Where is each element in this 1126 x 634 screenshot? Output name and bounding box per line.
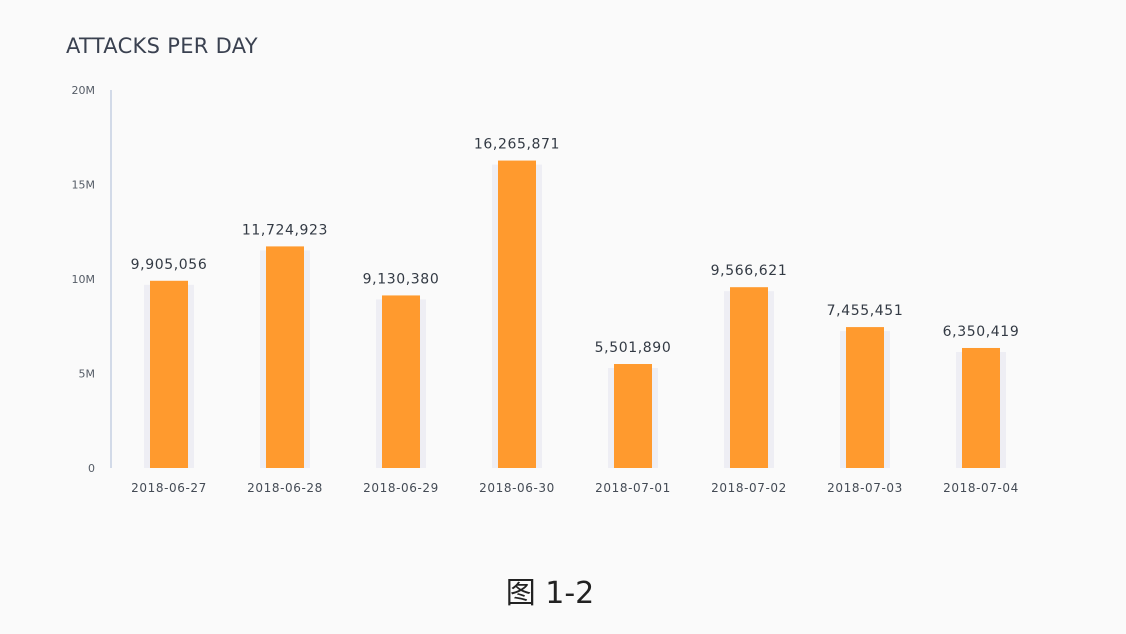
bar-value-label: 6,350,419 (943, 324, 1020, 340)
x-tick-label: 2018-06-28 (247, 481, 323, 495)
bar-value-label: 11,724,923 (242, 222, 328, 238)
x-tick-label: 2018-06-27 (131, 481, 207, 495)
y-tick-label: 5M (79, 368, 96, 381)
bar-2018-06-27 (150, 280, 188, 468)
y-tick-label: 20M (72, 84, 96, 97)
bar-2018-06-30 (498, 160, 536, 468)
bar-value-label: 5,501,890 (595, 340, 672, 356)
bar-value-label: 7,455,451 (827, 303, 904, 319)
bar-value-label: 16,265,871 (474, 137, 560, 153)
value-labels: 9,905,056 11,724,923 9,130,380 16,265,871 5,… (131, 137, 1020, 356)
bar-value-label: 9,130,380 (363, 271, 440, 287)
bar-chart: 0 5M 10M 15M 20M 9,905,056 11,724,923 9,130,38… (72, 84, 1020, 495)
bar-value-label: 9,905,056 (131, 257, 208, 273)
bar-2018-07-01 (614, 364, 652, 468)
bar-2018-07-03 (846, 327, 884, 468)
bar-value-label: 9,566,621 (711, 263, 788, 279)
x-tick-label: 2018-07-03 (827, 481, 903, 495)
x-tick-label: 2018-07-01 (595, 481, 671, 495)
y-axis: 0 5M 10M 15M 20M (72, 84, 112, 475)
y-tick-label: 0 (88, 462, 95, 475)
bar-2018-06-28 (266, 246, 304, 468)
y-tick-label: 10M (72, 273, 96, 286)
figure-caption: 图 1-2 (505, 576, 595, 611)
bar-2018-07-04 (962, 347, 1000, 468)
x-tick-label: 2018-06-29 (363, 481, 439, 495)
y-tick-label: 15M (72, 179, 96, 192)
bar-2018-07-02 (730, 287, 768, 468)
chart-title: ATTACKS PER DAY (66, 34, 258, 58)
x-axis-labels: 2018-06-27 2018-06-28 2018-06-29 2018-06-30… (131, 481, 1019, 495)
x-tick-label: 2018-06-30 (479, 481, 555, 495)
x-tick-label: 2018-07-02 (711, 481, 787, 495)
x-tick-label: 2018-07-04 (943, 481, 1019, 495)
bars (144, 160, 1006, 468)
bar-2018-06-29 (382, 295, 420, 468)
